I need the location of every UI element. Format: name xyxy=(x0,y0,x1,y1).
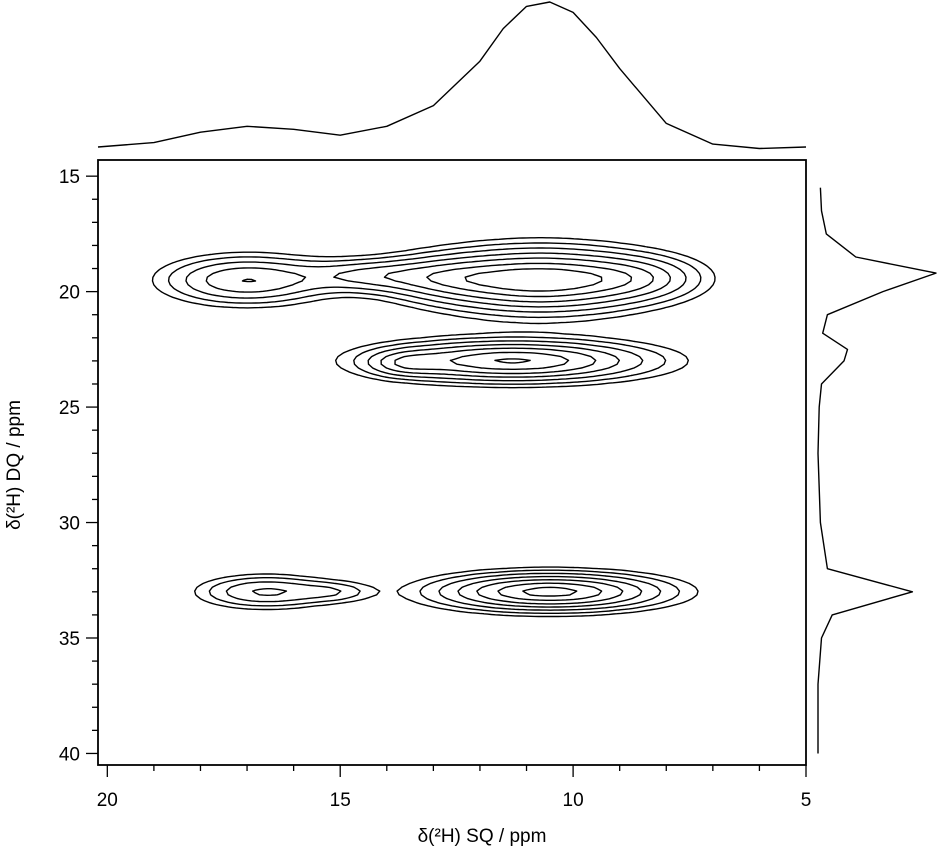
x-axis-label: δ(²H) SQ / ppm xyxy=(418,826,547,847)
contour-line xyxy=(167,242,702,614)
dq-projection-layer xyxy=(817,187,937,754)
y-tick-label: 15 xyxy=(59,167,80,188)
contour-line xyxy=(464,268,603,597)
y-tick-label: 30 xyxy=(59,514,80,535)
sq-projection-layer xyxy=(97,1,807,150)
contour-line xyxy=(241,257,654,605)
y-tick-label: 35 xyxy=(59,629,80,650)
contour-line xyxy=(185,247,687,611)
y-tick-label: 20 xyxy=(59,283,80,304)
x-tick-label: 5 xyxy=(801,790,812,811)
plot-frame xyxy=(97,159,807,766)
contour-line xyxy=(151,237,716,618)
x-tick-label: 15 xyxy=(330,790,351,811)
y-axis-label: δ(²H) DQ / ppm xyxy=(4,400,25,530)
y-tick-label: 25 xyxy=(59,398,80,419)
x-tick-label: 20 xyxy=(97,790,118,811)
dq-projection-trace xyxy=(817,187,937,754)
x-tick-label: 10 xyxy=(563,790,584,811)
y-tick-label: 40 xyxy=(59,744,80,765)
sq-projection-trace xyxy=(97,1,807,150)
contour-line xyxy=(205,252,671,608)
tick-layer: 20 15 10 5 15 20 25 30 35 40 xyxy=(59,167,811,811)
contour-line xyxy=(426,262,633,601)
contour-layer xyxy=(151,237,716,618)
